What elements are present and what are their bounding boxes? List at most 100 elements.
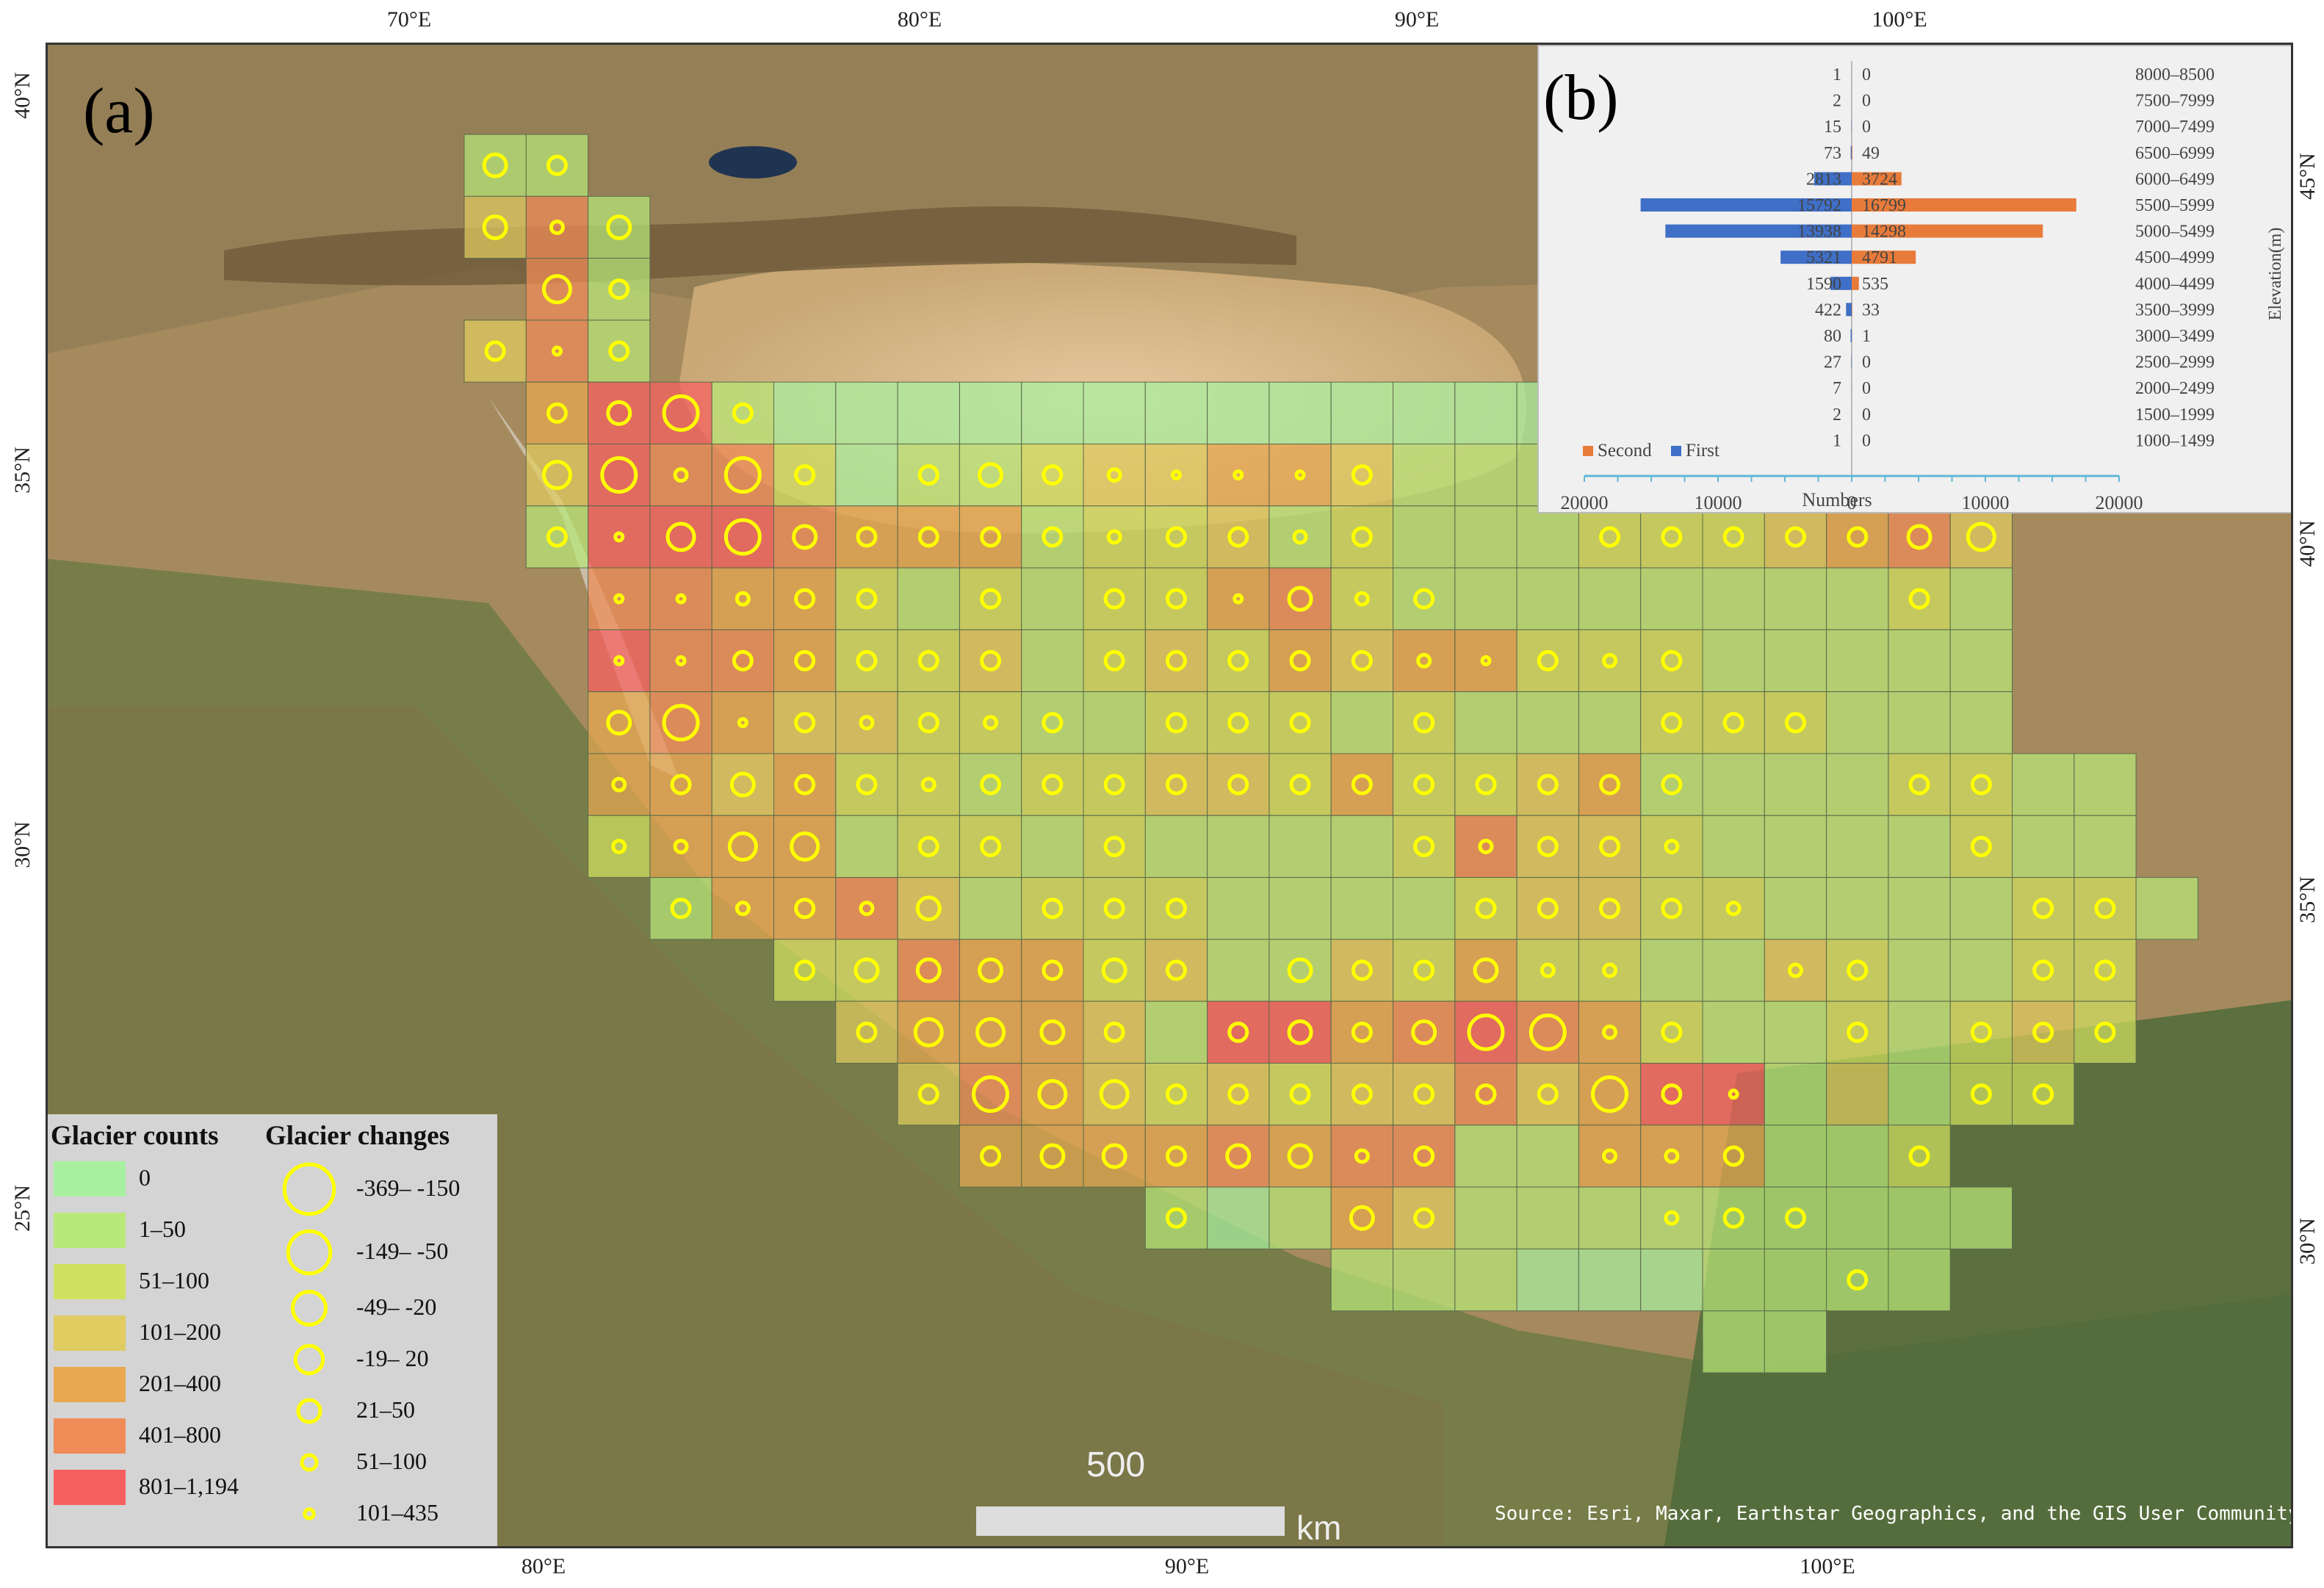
chart-category-label: 6000–6499 (2135, 170, 2215, 189)
chart-label-second: 14298 (1862, 223, 1906, 242)
glacier-change-circle (1170, 469, 1182, 481)
right-lat-tick: 30°N (2295, 1218, 2320, 1265)
glacier-grid-cell (1330, 567, 1393, 630)
glacier-change-circle (1787, 962, 1803, 978)
glacier-change-circle (794, 773, 816, 795)
glacier-change-circle (1227, 650, 1249, 672)
glacier-grid-cell (588, 258, 651, 321)
glacier-grid-cell (525, 320, 589, 383)
glacier-grid-cell (711, 629, 775, 693)
chart-label-first: 5321 (1806, 248, 1841, 267)
glacier-grid-cell (1144, 815, 1208, 878)
chart-y-title: Elevation(m) (2266, 228, 2285, 321)
glacier-change-circle (1413, 773, 1435, 795)
legend-change-circle (296, 1398, 322, 1424)
legend-change-label: -19– 20 (356, 1345, 429, 1371)
glacier-grid-cell (1578, 691, 1642, 754)
legend-count-label: 201–400 (139, 1370, 221, 1396)
glacier-change-circle (915, 957, 942, 984)
glacier-change-circle (917, 464, 939, 486)
glacier-grid-cell (1021, 753, 1084, 816)
glacier-grid-cell (959, 877, 1022, 940)
basemap-attribution: Source: Esri, Maxar, Earthstar Geographi… (1495, 1503, 2293, 1525)
glacier-grid-cell (1269, 1000, 1332, 1064)
glacier-change-circle (1784, 1207, 1806, 1229)
glacier-grid-cell (1578, 939, 1642, 1002)
chart-label-first: 15 (1824, 118, 1841, 137)
glacier-grid-cell (959, 567, 1022, 630)
glacier-change-circle (1227, 712, 1249, 734)
glacier-grid-cell (897, 381, 960, 445)
glacier-grid-cell (1702, 1186, 1765, 1249)
chart-category-label: 7500–7999 (2135, 92, 2215, 111)
glacier-change-circle (1289, 650, 1311, 672)
glacier-grid-cell (1393, 505, 1456, 569)
chart-label-second: 1 (1862, 327, 1871, 346)
glacier-change-circle (913, 1017, 944, 1047)
glacier-change-circle (2094, 959, 2116, 981)
glacier-grid-cell (1764, 1248, 1827, 1312)
glacier-change-circle (856, 1021, 878, 1043)
legend-count-label: 401–800 (139, 1421, 221, 1448)
glacier-change-circle (920, 776, 937, 793)
glacier-change-circle (546, 154, 568, 176)
glacier-change-circle (1287, 585, 1313, 612)
glacier-change-circle (1847, 959, 1869, 981)
glacier-change-circle (1165, 526, 1187, 548)
glacier-change-circle (859, 715, 875, 731)
glacier-change-circle (1227, 526, 1249, 548)
glacier-grid-cell (1083, 691, 1146, 754)
glacier-grid-cell (1144, 629, 1208, 693)
glacier-grid-cell (1702, 1125, 1765, 1188)
glacier-grid-cell (959, 939, 1022, 1002)
glacier-grid-cell (588, 567, 651, 630)
glacier-change-circle (794, 464, 816, 486)
glacier-change-circle (975, 1017, 1006, 1047)
glacier-grid-cell (1207, 444, 1270, 507)
glacier-change-circle (1664, 1210, 1680, 1226)
glacier-change-circle (1599, 773, 1621, 795)
glacier-grid-cell (1330, 877, 1393, 940)
glacier-grid-cell (773, 753, 837, 816)
glacier-grid-cell (1578, 1063, 1642, 1126)
glacier-grid-cell (649, 629, 712, 693)
glacier-grid-cell (1207, 877, 1270, 940)
glacier-grid-cell (1516, 1125, 1579, 1188)
glacier-grid-cell (1826, 629, 1889, 693)
glacier-change-circle (549, 219, 565, 235)
glacier-change-circle (917, 526, 939, 548)
legend-change-circle (286, 1229, 333, 1276)
glacier-change-circle (732, 402, 754, 424)
glacier-grid-cell (1269, 444, 1332, 507)
glacier-change-circle (1042, 712, 1064, 734)
glacier-grid-cell (1330, 753, 1393, 816)
glacier-grid-cell (1640, 939, 1703, 1002)
glacier-grid-cell (525, 195, 589, 259)
glacier-grid-cell (1764, 629, 1827, 693)
glacier-grid-cell (1083, 753, 1146, 816)
chart-label-first: 2 (1833, 92, 1841, 111)
glacier-grid-cell (1764, 505, 1827, 569)
glacier-grid-cell (1454, 629, 1518, 693)
glacier-change-circle (735, 901, 751, 917)
glacier-grid-cell (835, 877, 898, 940)
glacier-change-circle (723, 456, 762, 494)
glacier-change-circle (484, 340, 506, 362)
glacier-change-circle (1970, 1083, 1992, 1105)
legend-change-circle (282, 1162, 336, 1216)
glacier-change-circle (665, 521, 696, 552)
glacier-grid-cell (1640, 1186, 1703, 1249)
glacier-grid-cell (1454, 381, 1518, 445)
glacier-change-circle (2032, 1021, 2054, 1043)
glacier-grid-cell (1578, 1248, 1642, 1312)
chart-bar-first (1846, 303, 1852, 317)
top-lon-tick: 70°E (386, 7, 432, 32)
glacier-grid-cell (1330, 1186, 1393, 1249)
legend-swatch-2 (54, 1264, 126, 1299)
glacier-change-circle (1661, 650, 1683, 672)
chart-category-label: 8000–8500 (2135, 65, 2215, 84)
glacier-grid-cell (1083, 629, 1146, 693)
glacier-change-circle (1722, 712, 1744, 734)
chart-label-first: 73 (1824, 144, 1841, 163)
glacier-grid-cell (1578, 629, 1642, 693)
